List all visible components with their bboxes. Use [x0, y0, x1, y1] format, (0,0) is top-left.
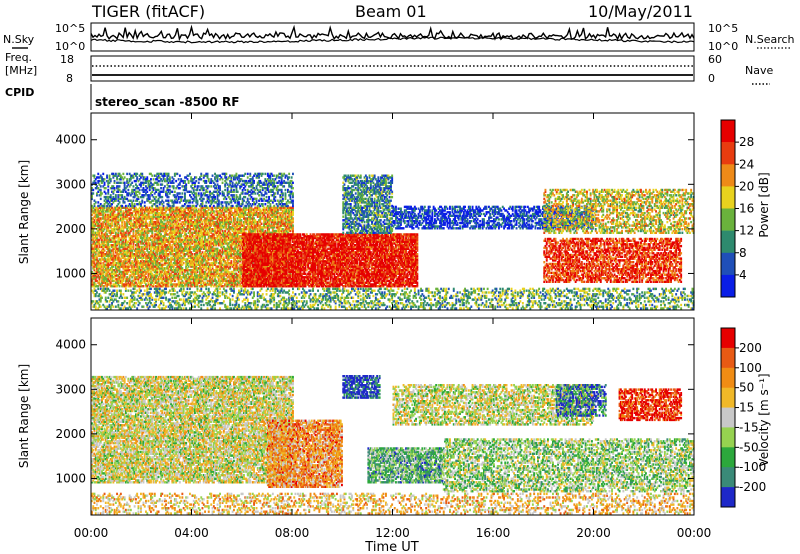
- y-tick-label: 4000: [55, 133, 86, 147]
- nsky-tick-bottom: 10^0: [55, 40, 85, 53]
- colorbar-segment: [721, 209, 735, 231]
- colorbar-segment: [721, 447, 735, 467]
- colorbar-segment: [721, 388, 735, 408]
- colorbar-segment: [721, 275, 735, 297]
- nsky-trace: [91, 27, 694, 39]
- power-colorbar-label: Power [dB]: [757, 172, 771, 237]
- x-tick-label: 20:00: [576, 526, 611, 540]
- freq-label-line2: [MHz]: [5, 64, 37, 77]
- colorbar-segment: [721, 231, 735, 253]
- y-tick-label: 2000: [55, 427, 86, 441]
- freq-label-line1: Freq.: [5, 51, 32, 64]
- nave-tick-bottom: 0: [708, 72, 715, 85]
- y-tick-label: 1000: [55, 471, 86, 485]
- colorbar-tick-label: 28: [739, 135, 754, 149]
- colorbar-tick-label: 16: [739, 202, 754, 216]
- x-tick-label: 08:00: [275, 526, 310, 540]
- colorbar-tick-label: 8: [739, 246, 747, 260]
- power-colorbar: 4 8 12 16 20 24 28: [721, 120, 754, 297]
- nave-label: Nave: [745, 64, 773, 77]
- date-label: 10/May/2011: [588, 2, 693, 21]
- colorbar-segment: [721, 164, 735, 186]
- colorbar-tick-label: 50: [739, 381, 754, 395]
- colorbar-tick-label: 12: [739, 224, 754, 238]
- x-tick-label: 00:00: [677, 526, 712, 540]
- colorbar-tick-label: 100: [739, 361, 762, 375]
- y-tick-label: 4000: [55, 338, 86, 352]
- beam-label: Beam 01: [355, 2, 427, 21]
- nsearch-trace: [91, 37, 694, 43]
- x-tick-label: 04:00: [174, 526, 209, 540]
- colorbar-segment: [721, 427, 735, 447]
- colorbar-tick-label: -15: [739, 420, 759, 434]
- power-ylabel: Slant Range [km]: [17, 160, 31, 264]
- velocity-colorbar-label: Velocity [m s⁻¹]: [757, 373, 771, 466]
- cpid-label: CPID: [5, 86, 34, 99]
- nsearch-tick-top: 10^5: [708, 22, 738, 35]
- cpid-text: stereo_scan -8500 RF: [95, 95, 239, 110]
- freq-tick-bottom: 8: [66, 72, 73, 85]
- colorbar-segment: [721, 142, 735, 164]
- colorbar-segment: [721, 328, 735, 348]
- colorbar-segment: [721, 253, 735, 275]
- station-title: TIGER (fitACF): [91, 2, 205, 21]
- radar-summary-plot: TIGER (fitACF) Beam 01 10/May/2011 N.Sky…: [0, 0, 800, 554]
- power-data-layer: [91, 173, 695, 310]
- freq-panel-frame: [91, 56, 694, 81]
- colorbar-segment: [721, 368, 735, 388]
- colorbar-tick-label: 4: [739, 268, 747, 282]
- colorbar-tick-label: -50: [739, 440, 759, 454]
- nsky-tick-top: 10^5: [55, 22, 85, 35]
- x-tick-label: 16:00: [476, 526, 511, 540]
- velocity-data-layer: [91, 375, 695, 515]
- colorbar-tick-label: 15: [739, 401, 754, 415]
- colorbar-tick-label: 200: [739, 341, 762, 355]
- y-tick-label: 3000: [55, 382, 86, 396]
- colorbar-tick-label: 24: [739, 157, 754, 171]
- freq-tick-top: 18: [60, 53, 74, 66]
- colorbar-segment: [721, 348, 735, 368]
- x-tick-label: 00:00: [74, 526, 109, 540]
- y-tick-label: 1000: [55, 266, 86, 280]
- nsearch-label: N.Search: [745, 33, 795, 46]
- colorbar-segment: [721, 487, 735, 507]
- colorbar-segment: [721, 467, 735, 487]
- x-tick-label: 12:00: [375, 526, 410, 540]
- y-tick-label: 3000: [55, 177, 86, 191]
- nsearch-tick-bottom: 10^0: [708, 40, 738, 53]
- colorbar-segment: [721, 186, 735, 208]
- colorbar-tick-label: -200: [739, 480, 766, 494]
- velocity-ylabel: Slant Range [km]: [17, 364, 31, 468]
- colorbar-segment: [721, 120, 735, 142]
- colorbar-tick-label: 20: [739, 179, 754, 193]
- x-axis-label: Time UT: [364, 540, 418, 554]
- nsky-label: N.Sky: [3, 33, 35, 46]
- nsky-panel-frame: [91, 23, 694, 51]
- colorbar-segment: [721, 408, 735, 428]
- nave-tick-top: 60: [708, 53, 722, 66]
- y-tick-label: 2000: [55, 222, 86, 236]
